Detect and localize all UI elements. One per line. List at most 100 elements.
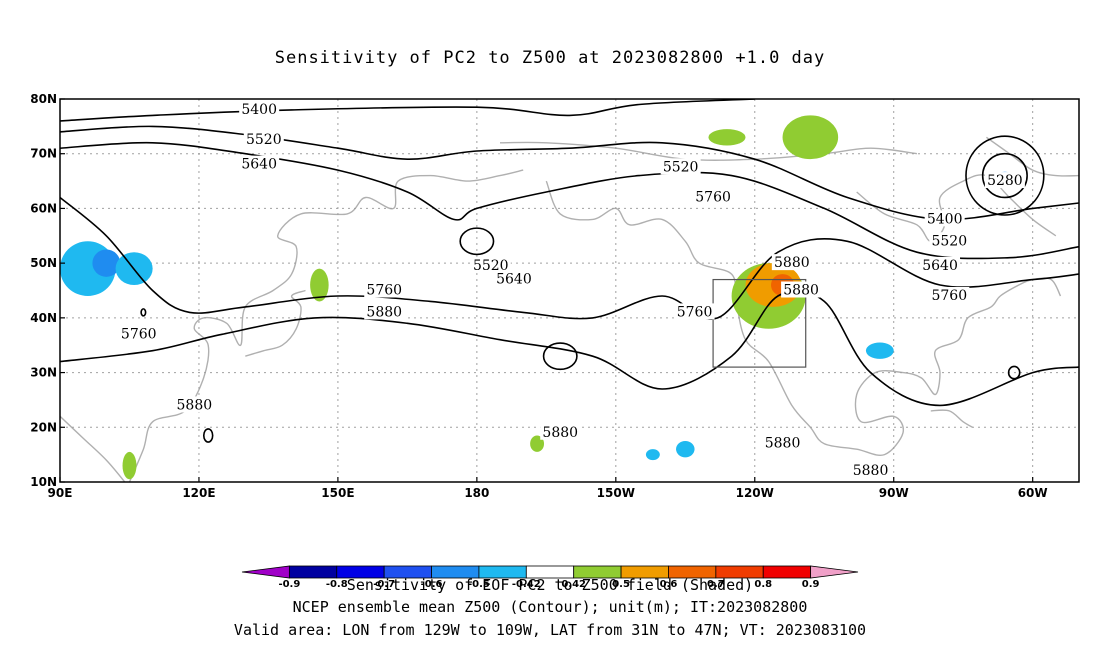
chart-title: Sensitivity of PC2 to Z500 at 2023082800… (274, 48, 826, 68)
contour-label: 5760 (931, 288, 967, 304)
gridlines (60, 99, 1079, 482)
contour-label: 5640 (496, 272, 532, 288)
contour-label: 5400 (241, 102, 277, 118)
contour-label-bg (239, 155, 280, 172)
lat-tick-label: 30N (30, 366, 57, 380)
contour-label-bg (929, 232, 970, 249)
contour-label: 5520 (931, 233, 967, 249)
lon-tick-label: 120E (182, 486, 215, 500)
contour-label: 5880 (853, 463, 889, 479)
footer-contour-info: NCEP ensemble mean Z500 (Contour); unit(… (292, 598, 808, 616)
coastline (930, 409, 973, 428)
contour-label-bg (540, 423, 581, 440)
contour-label-bg (243, 131, 284, 148)
colorbar-label: 0.8 (754, 579, 772, 590)
contour-5640 (60, 141, 1079, 260)
coastline (499, 141, 917, 161)
lon-tick-label: 180 (464, 486, 489, 500)
contour-label-bg (924, 210, 965, 227)
contour-label-bg (850, 462, 891, 479)
contour-label: 5520 (473, 258, 509, 274)
colorbar-label: -0.42 (512, 579, 541, 590)
colorbar-label: -0.5 (468, 579, 490, 590)
sensitivity-patch (865, 342, 894, 359)
contour-label-bg (920, 256, 961, 273)
contour-label-bg (984, 172, 1025, 189)
valid-area-box (712, 278, 807, 368)
colorbar: -0.9 -0.8 -0.7 -0.6 -0.5 -0.42 0.42 0.5 0.6 0.7 0.… (241, 565, 859, 590)
contour-label: 5520 (246, 132, 282, 148)
contour-label-bg (929, 286, 970, 303)
closed-contour (1007, 365, 1021, 380)
colorbar-label: 0.9 (802, 579, 820, 590)
contour-label: 5400 (927, 211, 963, 227)
contour-label-bg (118, 325, 159, 342)
sensitivity-patch (782, 115, 839, 160)
closed-contour (965, 135, 1045, 216)
contour-5760 (60, 196, 1079, 320)
colorbar-caption: Sensitivity of EOF PC2 to Z500 field (Sh… (346, 576, 754, 594)
colorbar-label: 0.6 (660, 579, 678, 590)
contour-label-bg (364, 281, 405, 298)
contour-label: 5520 (663, 159, 699, 175)
contour-label: 5880 (783, 283, 819, 299)
contour-label-bg (693, 188, 734, 205)
colorbar-label: -0.6 (421, 579, 443, 590)
lon-tick-label: 150E (321, 486, 354, 500)
footer-valid-area: Valid area: LON from 129W to 109W, LAT f… (233, 621, 867, 639)
closed-contour (542, 342, 578, 371)
contour-label: 5880 (765, 436, 801, 452)
contour-label-bg (174, 396, 215, 413)
lat-tick-label: 10N (30, 475, 57, 489)
coastline (545, 180, 1062, 456)
coastline (245, 289, 306, 357)
coastline (856, 174, 1057, 243)
contour-label-bg (674, 303, 715, 320)
contour-label-bg (364, 303, 405, 320)
lat-tick-label: 40N (30, 311, 57, 325)
closed-contour (140, 308, 147, 317)
contour-label: 5880 (774, 255, 810, 271)
map-background (60, 99, 1079, 482)
contour-5400 (60, 99, 755, 122)
contour-label: 5640 (241, 157, 277, 173)
coastline (985, 136, 1079, 177)
lat-tick-label: 20N (30, 420, 57, 434)
closed-contour (202, 428, 214, 443)
contour-label: 5880 (366, 304, 402, 320)
colorbar-label: -0.9 (278, 579, 300, 590)
colorbar-end-high (810, 565, 859, 579)
map-frame (59, 98, 1080, 483)
sensitivity-patch (645, 449, 660, 461)
lat-tick-label: 60N (30, 201, 57, 215)
contour-label: 5760 (677, 304, 713, 320)
colorbar-label: 0.42 (561, 579, 586, 590)
contour-label-bg (493, 270, 534, 287)
contour-label: 5760 (121, 326, 157, 342)
contour-label: 5880 (177, 397, 213, 413)
contour-label: 5760 (366, 283, 402, 299)
contour-label-bg (781, 281, 822, 298)
coastline-layer (60, 136, 1079, 482)
closed-contour (981, 152, 1028, 199)
colorbar-label: 0.7 (707, 579, 725, 590)
contour-label: 5760 (695, 189, 731, 205)
contour-label-bg (771, 254, 812, 271)
contour-label-bg (239, 100, 280, 117)
contour-label-bg (762, 434, 803, 451)
lon-tick-label: 60W (1018, 486, 1048, 500)
colorbar-label: -0.8 (326, 579, 348, 590)
contour-label-bg (660, 158, 701, 175)
lon-tick-label: 120W (736, 486, 774, 500)
lon-tick-label: 150W (597, 486, 635, 500)
contour-label: 5880 (542, 425, 578, 441)
valid-area-rect (712, 278, 807, 368)
colorbar-label: -0.7 (373, 579, 395, 590)
lat-tick-label: 50N (30, 256, 57, 270)
coastline (128, 169, 524, 482)
sensitivity-patch (122, 451, 137, 480)
sensitivity-patch (708, 129, 746, 146)
